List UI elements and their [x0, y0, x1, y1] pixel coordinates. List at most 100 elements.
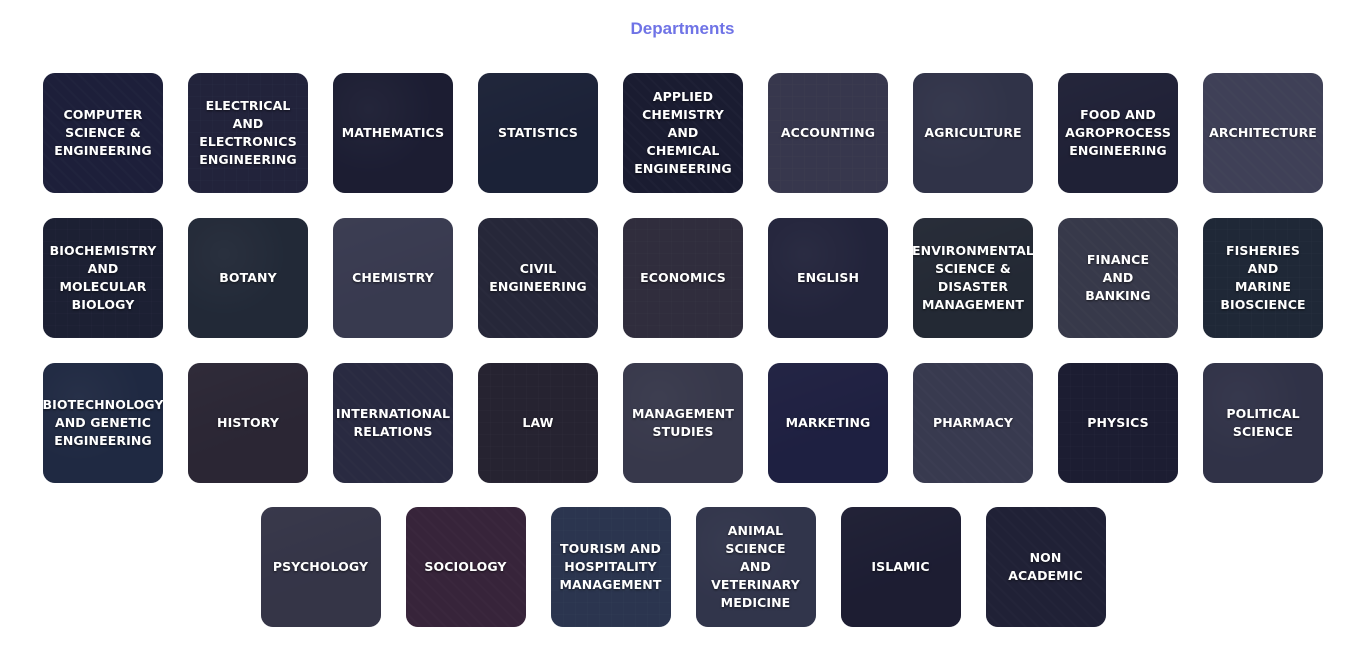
department-label: ANIMAL SCIENCE AND VETERINARY MEDICINE: [711, 523, 800, 610]
department-label: POLITICAL SCIENCE: [1226, 406, 1300, 439]
department-label: BIOTECHNOLOGY AND GENETIC ENGINEERING: [43, 397, 163, 448]
tile-overlay: [478, 218, 598, 338]
tile-overlay: [768, 218, 888, 338]
department-tile[interactable]: TOURISM AND HOSPITALITY MANAGEMENT: [550, 507, 671, 627]
department-label: ENVIRONMENTAL SCIENCE & DISASTER MANAGEM…: [913, 243, 1033, 312]
department-tile[interactable]: STATISTICS: [478, 73, 598, 193]
department-tile[interactable]: ENGLISH: [768, 218, 888, 338]
department-tile[interactable]: FOOD AND AGROPROCESS ENGINEERING: [1058, 73, 1178, 193]
department-tile[interactable]: ENVIRONMENTAL SCIENCE & DISASTER MANAGEM…: [913, 218, 1033, 338]
department-tile[interactable]: AGRICULTURE: [913, 73, 1033, 193]
department-tile[interactable]: BIOTECHNOLOGY AND GENETIC ENGINEERING: [43, 363, 163, 483]
department-tile[interactable]: MARKETING: [768, 363, 888, 483]
tile-overlay: [913, 73, 1033, 193]
tile-overlay: [405, 507, 526, 627]
department-label: ECONOMICS: [640, 270, 726, 285]
tile-overlay: [333, 218, 453, 338]
department-tile[interactable]: HISTORY: [188, 363, 308, 483]
department-tile[interactable]: MANAGEMENT STUDIES: [623, 363, 743, 483]
department-label: MARKETING: [785, 415, 871, 430]
department-tile[interactable]: APPLIED CHEMISTRY AND CHEMICAL ENGINEERI…: [623, 73, 743, 193]
tile-overlay: [985, 507, 1106, 627]
department-tile[interactable]: NON ACADEMIC: [985, 507, 1106, 627]
tile-overlay: [768, 73, 888, 193]
department-label: TOURISM AND HOSPITALITY MANAGEMENT: [559, 541, 662, 592]
department-tile[interactable]: COMPUTER SCIENCE & ENGINEERING: [43, 73, 163, 193]
department-label: FOOD AND AGROPROCESS ENGINEERING: [1065, 107, 1171, 158]
department-label: APPLIED CHEMISTRY AND CHEMICAL ENGINEERI…: [634, 89, 732, 176]
department-label: STATISTICS: [497, 125, 579, 140]
tile-overlay: [1203, 218, 1323, 338]
department-label: AGRICULTURE: [924, 125, 1022, 140]
tile-overlay: [1203, 73, 1323, 193]
department-label: MATHEMATICS: [341, 125, 445, 140]
tile-overlay: [478, 363, 598, 483]
tile-row: COMPUTER SCIENCE & ENGINEERING ELECTRICAL…: [43, 73, 1323, 193]
department-tile[interactable]: LAW: [478, 363, 598, 483]
department-tile[interactable]: PHARMACY: [913, 363, 1033, 483]
tile-overlay: [623, 73, 743, 193]
tile-overlay: [1058, 363, 1178, 483]
department-label: NON ACADEMIC: [1008, 550, 1083, 583]
department-tile[interactable]: CIVIL ENGINEERING: [478, 218, 598, 338]
department-label: COMPUTER SCIENCE & ENGINEERING: [54, 107, 152, 158]
tile-overlay: [623, 218, 743, 338]
department-label: CIVIL ENGINEERING: [489, 261, 587, 294]
tile-row: PSYCHOLOGY SOCIOLOGY TOURISM AND HOSPITALI…: [43, 507, 1323, 627]
tile-overlay: [695, 507, 816, 627]
tile-row: BIOTECHNOLOGY AND GENETIC ENGINEERING HIS…: [43, 363, 1323, 483]
department-tile[interactable]: ELECTRICAL AND ELECTRONICS ENGINEERING: [188, 73, 308, 193]
department-tile[interactable]: BOTANY: [188, 218, 308, 338]
tile-overlay: [333, 363, 453, 483]
department-tile[interactable]: ISLAMIC: [840, 507, 961, 627]
department-label: PHYSICS: [1087, 415, 1149, 430]
department-tile[interactable]: POLITICAL SCIENCE: [1203, 363, 1323, 483]
department-label: LAW: [522, 415, 554, 430]
tile-overlay: [188, 363, 308, 483]
department-label: INTERNATIONAL RELATIONS: [335, 406, 451, 439]
department-tile[interactable]: FISHERIES AND MARINE BIOSCIENCE: [1203, 218, 1323, 338]
department-tile[interactable]: INTERNATIONAL RELATIONS: [333, 363, 453, 483]
department-label: HISTORY: [217, 415, 279, 430]
department-label: FINANCE AND BANKING: [1085, 252, 1151, 303]
tile-overlay: [188, 73, 308, 193]
department-tile[interactable]: MATHEMATICS: [333, 73, 453, 193]
tile-overlay: [623, 363, 743, 483]
department-tile[interactable]: SOCIOLOGY: [405, 507, 526, 627]
tile-overlay: [43, 73, 163, 193]
tile-overlay: [478, 73, 598, 193]
department-label: ENGLISH: [796, 270, 860, 285]
department-tile[interactable]: ACCOUNTING: [768, 73, 888, 193]
department-tile[interactable]: CHEMISTRY: [333, 218, 453, 338]
department-label: PSYCHOLOGY: [272, 559, 369, 574]
tile-overlay: [913, 363, 1033, 483]
tile-overlay: [1058, 73, 1178, 193]
tile-overlay: [550, 507, 671, 627]
department-label: SOCIOLOGY: [424, 559, 507, 574]
tile-overlay: [333, 73, 453, 193]
department-label: PHARMACY: [932, 415, 1014, 430]
tile-overlay: [1058, 218, 1178, 338]
department-tile[interactable]: FINANCE AND BANKING: [1058, 218, 1178, 338]
department-tile[interactable]: ECONOMICS: [623, 218, 743, 338]
tile-overlay: [260, 507, 381, 627]
department-label: ACCOUNTING: [780, 125, 876, 140]
department-tile[interactable]: BIOCHEMISTRY AND MOLECULAR BIOLOGY: [43, 218, 163, 338]
page-title: Departments: [630, 19, 735, 38]
tile-overlay: [913, 218, 1033, 338]
tile-overlay: [188, 218, 308, 338]
department-label: ARCHITECTURE: [1209, 125, 1317, 140]
department-tile[interactable]: PHYSICS: [1058, 363, 1178, 483]
department-label: BOTANY: [219, 270, 277, 285]
department-label: MANAGEMENT STUDIES: [631, 406, 734, 439]
department-tile[interactable]: PSYCHOLOGY: [260, 507, 381, 627]
department-label: CHEMISTRY: [352, 270, 434, 285]
department-label: ISLAMIC: [871, 559, 930, 574]
tile-overlay: [43, 363, 163, 483]
department-tile[interactable]: ANIMAL SCIENCE AND VETERINARY MEDICINE: [695, 507, 816, 627]
tile-overlay: [1203, 363, 1323, 483]
department-label: BIOCHEMISTRY AND MOLECULAR BIOLOGY: [49, 243, 157, 312]
department-label: ELECTRICAL AND ELECTRONICS ENGINEERING: [199, 98, 297, 167]
department-tile[interactable]: ARCHITECTURE: [1203, 73, 1323, 193]
tile-overlay: [840, 507, 961, 627]
